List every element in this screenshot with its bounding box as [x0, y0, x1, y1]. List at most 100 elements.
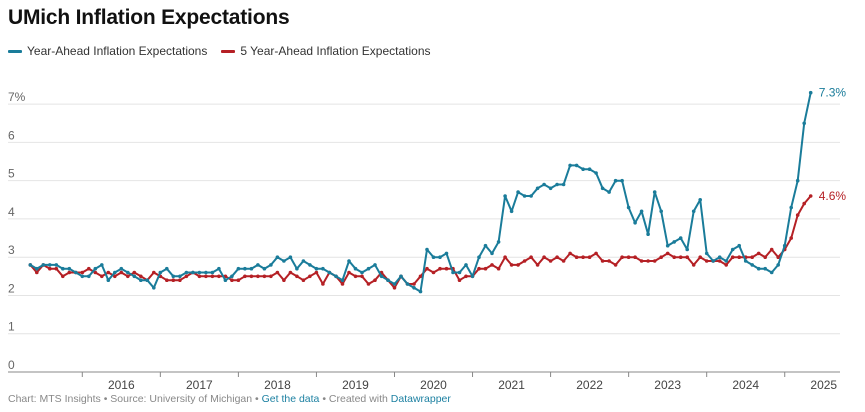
data-point — [321, 266, 325, 271]
data-point — [67, 266, 72, 271]
data-point — [275, 270, 280, 275]
data-point — [347, 270, 351, 275]
data-point — [334, 274, 338, 279]
data-point — [542, 255, 546, 259]
y-tick-label: 6 — [8, 128, 15, 142]
legend-item-year-ahead: Year-Ahead Inflation Expectations — [8, 44, 207, 58]
chart-title: UMich Inflation Expectations — [8, 6, 290, 29]
data-point — [652, 190, 657, 194]
data-point — [483, 243, 488, 248]
data-point — [665, 243, 670, 248]
data-point — [769, 270, 774, 275]
data-point — [288, 255, 293, 259]
chart-footer: Chart: MTS Insights • Source: University… — [8, 393, 451, 405]
data-point — [106, 278, 111, 283]
data-point — [776, 255, 780, 259]
data-point — [724, 259, 728, 263]
data-point — [191, 270, 195, 275]
data-point — [360, 270, 364, 275]
data-point — [555, 255, 559, 259]
data-point — [574, 255, 579, 259]
data-point — [639, 209, 644, 214]
legend-item-five-year: 5 Year-Ahead Inflation Expectations — [221, 44, 431, 58]
data-point — [613, 178, 618, 183]
data-point — [639, 259, 644, 263]
x-tick-label: 2021 — [498, 378, 525, 392]
data-point — [522, 194, 527, 198]
data-point — [256, 274, 260, 279]
data-point — [613, 263, 618, 267]
data-point — [236, 278, 241, 283]
data-point — [691, 263, 696, 267]
data-point — [256, 263, 260, 267]
data-point — [295, 266, 299, 271]
data-point — [28, 263, 33, 267]
data-point — [366, 266, 371, 271]
data-point — [652, 259, 657, 263]
data-point — [802, 121, 806, 126]
data-point — [509, 209, 514, 214]
data-point — [308, 263, 312, 267]
data-point — [184, 270, 189, 275]
data-point — [301, 259, 306, 263]
x-tick-label: 2023 — [654, 378, 681, 392]
data-point — [204, 274, 208, 279]
data-point — [698, 255, 702, 259]
data-point — [438, 266, 442, 271]
data-point — [54, 266, 59, 271]
data-point — [321, 282, 325, 286]
data-point — [763, 255, 767, 259]
data-point — [737, 255, 741, 259]
data-point — [178, 278, 182, 283]
footer-created-with: • Created with — [319, 393, 391, 405]
data-point — [503, 194, 507, 198]
data-point — [529, 194, 533, 198]
data-point — [600, 186, 605, 191]
data-point — [633, 255, 637, 259]
data-point — [197, 274, 202, 279]
data-point — [243, 274, 247, 279]
data-point — [119, 270, 124, 275]
data-point — [80, 270, 85, 275]
data-point — [93, 266, 98, 271]
y-tick-label: 7% — [8, 90, 26, 104]
data-point — [509, 263, 514, 267]
data-point — [106, 270, 111, 275]
data-point — [171, 278, 176, 283]
data-point — [451, 270, 455, 275]
get-data-link[interactable]: Get the data — [261, 393, 320, 405]
data-point — [529, 255, 533, 259]
data-point — [769, 247, 774, 252]
data-point — [444, 251, 449, 256]
data-point — [808, 90, 813, 95]
data-point — [665, 251, 670, 256]
data-point — [698, 198, 702, 202]
data-point — [392, 282, 397, 286]
datawrapper-link[interactable]: Datawrapper — [390, 393, 451, 405]
y-tick-label: 5 — [8, 167, 15, 181]
data-point — [48, 266, 52, 271]
data-point — [490, 263, 494, 267]
data-point — [100, 263, 104, 267]
data-point — [373, 278, 377, 283]
data-point — [360, 274, 364, 279]
y-tick-label: 1 — [8, 320, 15, 334]
legend-swatch-five-year — [221, 49, 236, 53]
y-tick-label: 0 — [8, 358, 15, 372]
data-point — [685, 247, 689, 252]
data-point — [282, 259, 286, 263]
y-tick-label: 3 — [8, 243, 15, 257]
data-point — [646, 259, 650, 263]
data-point — [262, 274, 267, 279]
data-point — [704, 259, 709, 263]
data-point — [418, 274, 423, 279]
data-point — [139, 278, 143, 283]
end-value-label: 4.6% — [819, 189, 847, 203]
data-point — [626, 255, 631, 259]
data-point — [61, 266, 65, 271]
data-point — [730, 247, 735, 252]
data-point — [243, 266, 247, 271]
data-point — [782, 243, 787, 248]
data-point — [600, 259, 605, 263]
